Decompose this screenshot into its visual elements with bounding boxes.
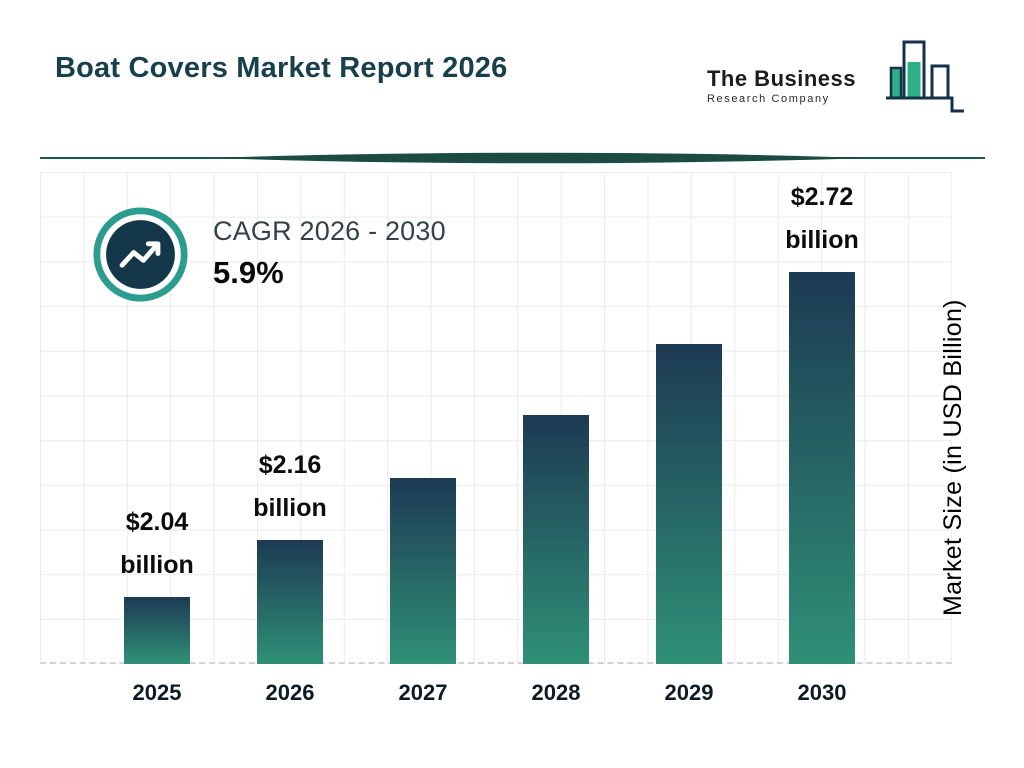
x-axis-label-2026: 2026 — [265, 680, 315, 705]
bar-column-2025: $2.04 billion — [97, 501, 217, 664]
bar-value-label-2026: $2.16 billion — [253, 451, 327, 522]
x-axis-label-2029: 2029 — [664, 680, 714, 705]
logo-company-name: The Business — [706, 66, 856, 91]
x-axis-label-2028: 2028 — [531, 680, 581, 705]
bar-2028 — [523, 415, 589, 664]
bar-column-2029 — [629, 344, 749, 664]
x-axis-labels: 2025 2026 2027 2028 2029 2030 — [97, 680, 882, 706]
bar-2030 — [789, 272, 855, 664]
cagr-value: 5.9% — [213, 255, 284, 290]
bar-column-2028 — [496, 415, 616, 664]
y-axis-title: Market Size (in USD Billion) — [939, 299, 967, 617]
page-title: Boat Covers Market Report 2026 — [55, 52, 508, 84]
bar-2029 — [656, 344, 722, 664]
bar-2025 — [124, 597, 190, 664]
x-axis-label-2030: 2030 — [797, 680, 847, 705]
bar-column-2030: $2.72 billion — [762, 176, 882, 664]
bar-chart-logo-icon — [886, 40, 964, 113]
x-axis-label-2027: 2027 — [398, 680, 448, 705]
x-axis-label-2025: 2025 — [132, 680, 182, 705]
logo-company-subtitle: Research Company — [706, 93, 830, 105]
trend-up-icon — [93, 207, 188, 302]
bar-2026 — [257, 540, 323, 664]
bar-column-2026: $2.16 billion — [230, 444, 350, 664]
divider-line — [40, 152, 985, 164]
bar-2027 — [390, 478, 456, 664]
bars: $2.04 billion $2.16 billion $2.72 billion — [97, 176, 882, 664]
logo-text: The Business Research Company — [707, 66, 856, 105]
cagr-label: CAGR 2026 - 2030 — [213, 216, 446, 246]
bar-value-label-2030: $2.72 billion — [785, 183, 859, 254]
bar-value-label-2025: $2.04 billion — [120, 508, 194, 579]
cagr-badge: CAGR 2026 - 2030 5.9% — [92, 206, 446, 303]
cagr-text: CAGR 2026 - 2030 5.9% — [213, 216, 446, 291]
company-logo: The Business Research Company — [707, 38, 966, 118]
bar-column-2027 — [363, 478, 483, 664]
